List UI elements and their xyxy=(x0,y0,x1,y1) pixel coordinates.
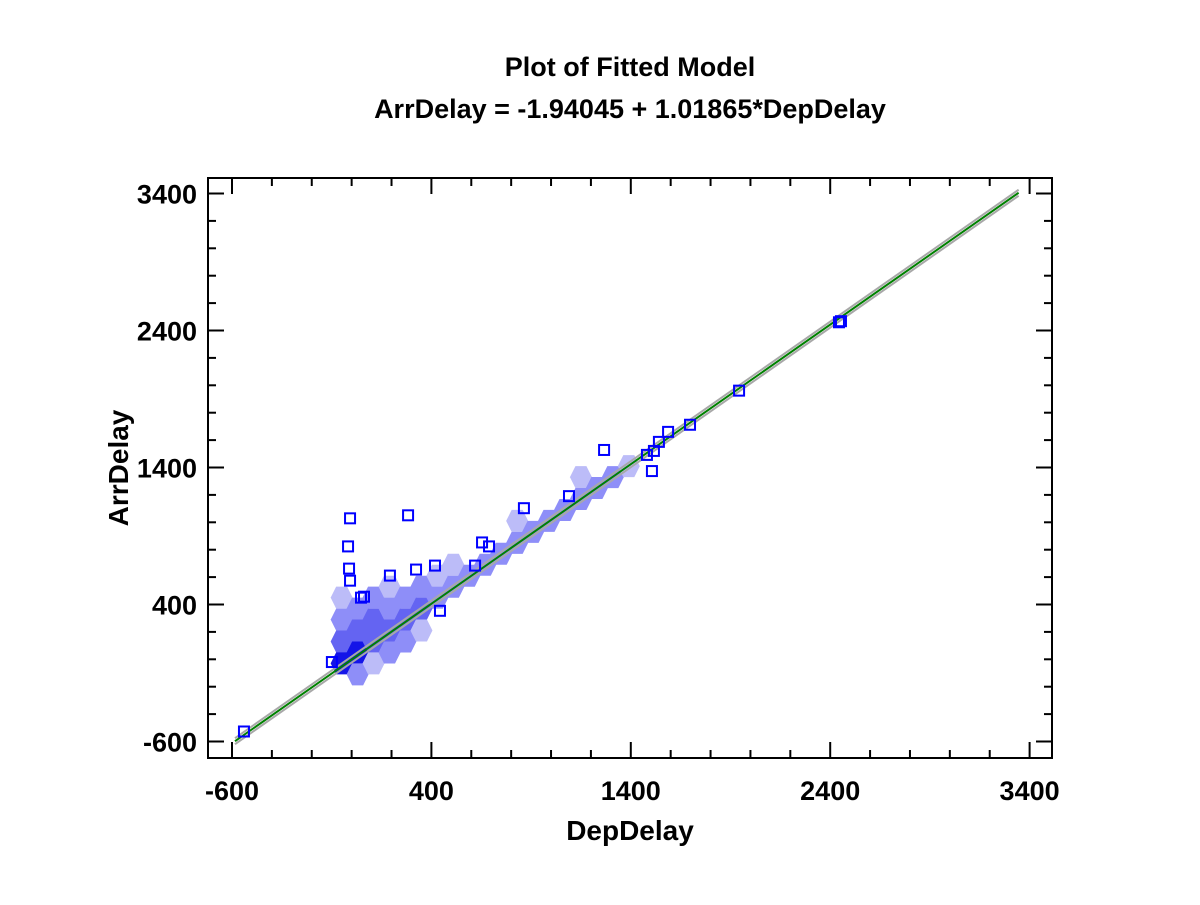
outlier-point xyxy=(433,604,446,617)
outlier-point xyxy=(325,656,338,669)
outlier-point xyxy=(410,563,423,576)
outlier-point xyxy=(483,540,496,553)
chart-title: Plot of Fitted Model xyxy=(505,52,755,82)
plot-area xyxy=(234,188,1020,746)
hexbin-cell xyxy=(410,575,433,598)
x-axis-label: DepDelay xyxy=(566,815,694,846)
y-axis-label: ArrDelay xyxy=(103,409,134,526)
y-tick-label: 2400 xyxy=(137,317,197,347)
hexbin-cell xyxy=(362,608,385,631)
hexbin-cell xyxy=(330,608,353,631)
hexbin-cell xyxy=(394,630,417,653)
outlier-point xyxy=(834,315,847,328)
hexbin-cell xyxy=(394,586,417,609)
outlier-point xyxy=(402,509,415,522)
outlier-point xyxy=(469,559,482,572)
outlier-point xyxy=(652,435,665,448)
x-tick-label: 1400 xyxy=(601,776,661,806)
hexbin-cell xyxy=(410,619,433,642)
hexbin-cell xyxy=(569,466,592,489)
x-tick-label: 2400 xyxy=(800,776,860,806)
outlier-point xyxy=(598,443,611,456)
outlier-point xyxy=(517,502,530,515)
y-tick-label: 400 xyxy=(152,591,197,621)
outlier-point xyxy=(344,574,357,587)
outlier-point xyxy=(662,425,675,438)
outlier-point xyxy=(645,465,658,478)
hexbin-cell xyxy=(330,630,353,653)
x-tick-label: 400 xyxy=(409,776,454,806)
hexbin-cell xyxy=(378,641,401,664)
hexbin-cell xyxy=(346,619,369,642)
x-tick-label: -600 xyxy=(205,776,259,806)
axes: -600 400 1400 2400 3400 -600 400 1400 2400 3400 xyxy=(137,177,1060,806)
outlier-point xyxy=(344,512,357,525)
outlier-point xyxy=(832,316,845,329)
outlier-point xyxy=(562,490,575,503)
outlier-point xyxy=(733,384,746,397)
y-tick-label: -600 xyxy=(143,728,197,758)
hexbin-cell xyxy=(346,663,369,686)
outlier-point xyxy=(684,418,697,431)
y-tick-label: 3400 xyxy=(137,180,197,210)
fitted-line xyxy=(234,191,1020,743)
outlier-point xyxy=(358,590,371,603)
outlier-point xyxy=(237,725,250,738)
x-tick-label: 3400 xyxy=(1000,776,1060,806)
outlier-point xyxy=(476,536,489,549)
outlier-point xyxy=(342,540,355,553)
hexbin-cell xyxy=(330,586,353,609)
hexbin-cell xyxy=(378,597,401,620)
outlier-point xyxy=(343,562,356,575)
outlier-point xyxy=(640,448,653,461)
outlier-point xyxy=(383,569,396,582)
confidence-band xyxy=(234,188,1020,740)
chart-subtitle: ArrDelay = -1.94045 + 1.01865*DepDelay xyxy=(374,94,886,124)
hexbin-cell xyxy=(442,553,465,576)
hexbin-cell xyxy=(506,509,529,532)
y-tick-label: 1400 xyxy=(137,454,197,484)
confidence-band xyxy=(234,194,1020,746)
hexbin-cell xyxy=(362,652,385,675)
outlier-point xyxy=(428,559,441,572)
